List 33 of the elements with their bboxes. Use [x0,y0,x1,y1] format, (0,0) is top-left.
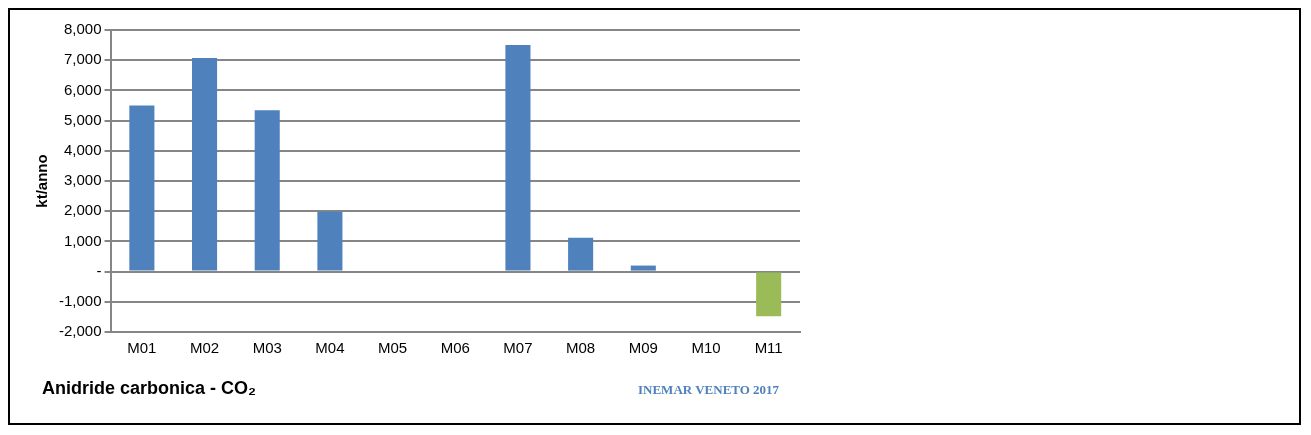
y-tick-label: 3,000 [63,171,102,189]
x-tick-label: M08 [566,339,596,357]
y-tick-label: - [96,261,102,279]
x-tick-label: M10 [691,339,721,357]
y-tick-label: 8,000 [63,20,102,38]
y-tick-label: -1,000 [58,291,102,309]
x-tick-label: M07 [503,339,533,357]
x-tick-label: M06 [440,339,470,357]
bar [129,105,155,271]
x-tick-label: M05 [377,339,408,357]
bar [317,211,343,271]
bar [254,110,280,271]
bar [630,265,656,271]
bar [756,272,782,317]
bar [568,237,594,271]
y-axis-title: kt/anno [33,154,51,208]
y-tick-label: -2,000 [58,322,102,340]
x-tick-label: M04 [315,339,345,357]
y-tick-label: 2,000 [63,201,102,219]
y-tick-label: 6,000 [63,80,102,98]
x-tick-label: M01 [127,339,157,357]
bar [192,58,218,271]
text: INEMAR VENETO 2017 [638,382,780,398]
x-tick-label: M11 [754,339,783,357]
y-tick-label: 4,000 [63,140,102,158]
y-tick-label: 5,000 [63,110,102,128]
x-tick-label: M02 [189,339,220,357]
text: Anidride carbonica - CO₂ [42,378,257,399]
y-tick-label: 1,000 [63,231,102,249]
bar [505,45,531,271]
y-tick-label: 7,000 [63,50,102,68]
x-tick-label: M03 [252,339,282,357]
x-tick-label: M09 [628,339,658,357]
